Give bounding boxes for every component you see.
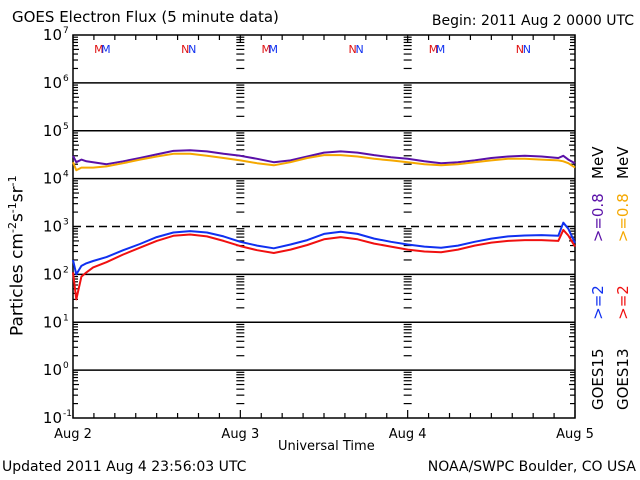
series-line-3 bbox=[72, 228, 576, 301]
legend-goes15-unit: MeV bbox=[589, 146, 607, 179]
annotation-m-red: M bbox=[94, 43, 104, 56]
legend-goes15-2mev: >=2 bbox=[589, 285, 607, 320]
annotation-m-red: M bbox=[261, 43, 271, 56]
y-axis-label: Particles cm-2s-1sr-1 bbox=[6, 175, 28, 336]
y-tick-label: 10 bbox=[43, 122, 62, 140]
y-tick-exponent: 4 bbox=[63, 170, 69, 180]
series-line-0 bbox=[72, 149, 576, 166]
legend-goes13-2mev: >=2 bbox=[614, 285, 632, 320]
y-tick-label: 10 bbox=[43, 218, 62, 236]
x-axis-label: Universal Time bbox=[278, 439, 375, 454]
x-tick-label: Aug 2 bbox=[54, 427, 92, 442]
y-axis-label-text: Particles cm bbox=[7, 233, 28, 336]
y-tick-exponent: 3 bbox=[63, 218, 69, 228]
legend-goes15-label: GOES15 bbox=[589, 348, 607, 410]
legend-goes13-label: GOES13 bbox=[614, 348, 632, 410]
legend-goes15-08mev: >=0.8 bbox=[589, 193, 607, 243]
annotation-n-blue: N bbox=[355, 43, 363, 56]
annotation-n-red: N bbox=[516, 43, 524, 56]
annotation-m-blue: M bbox=[268, 43, 278, 56]
y-tick-exponent: 5 bbox=[63, 122, 69, 132]
y-tick-label: 10 bbox=[43, 170, 62, 188]
y-tick-exponent: 7 bbox=[63, 26, 69, 36]
updated-timestamp: Updated 2011 Aug 4 23:56:03 UTC bbox=[2, 459, 247, 475]
annotation-m-blue: M bbox=[101, 43, 111, 56]
annotation-n-blue: N bbox=[523, 43, 531, 56]
y-tick-label: 10 bbox=[43, 313, 62, 331]
y-tick-label: 10 bbox=[43, 265, 62, 283]
y-tick-exponent: 1 bbox=[63, 313, 69, 323]
y-tick-exponent: -1 bbox=[63, 409, 72, 419]
x-tick-label: Aug 5 bbox=[556, 427, 594, 442]
credit-text: NOAA/SWPC Boulder, CO USA bbox=[427, 459, 636, 475]
annotation-n-blue: N bbox=[188, 43, 196, 56]
legend-goes15: GOES15 >=2 >=0.8 MeV bbox=[589, 147, 607, 411]
y-tick-label: 10 bbox=[43, 409, 62, 427]
begin-time: Begin: 2011 Aug 2 0000 UTC bbox=[431, 13, 634, 29]
x-tick-label: Aug 4 bbox=[389, 427, 427, 442]
y-tick-label: 10 bbox=[43, 74, 62, 92]
chart-title: GOES Electron Flux (5 minute data) bbox=[12, 8, 279, 26]
series-line-2 bbox=[72, 221, 576, 276]
legend-goes13: GOES13 >=2 >=0.8 MeV bbox=[614, 147, 632, 411]
y-tick-label: 10 bbox=[43, 361, 62, 379]
y-tick-exponent: 2 bbox=[63, 265, 69, 275]
legend-goes13-08mev: >=0.8 bbox=[614, 193, 632, 243]
legend-goes13-unit: MeV bbox=[614, 146, 632, 179]
annotation-n-red: N bbox=[181, 43, 189, 56]
x-tick-label: Aug 3 bbox=[221, 427, 259, 442]
series-line-1 bbox=[72, 152, 576, 172]
y-tick-label: 10 bbox=[43, 26, 62, 44]
annotation-m-red: M bbox=[429, 43, 439, 56]
annotation-n-red: N bbox=[348, 43, 356, 56]
y-tick-exponent: 0 bbox=[63, 361, 69, 371]
y-tick-exponent: 6 bbox=[63, 74, 69, 84]
annotation-m-blue: M bbox=[436, 43, 446, 56]
